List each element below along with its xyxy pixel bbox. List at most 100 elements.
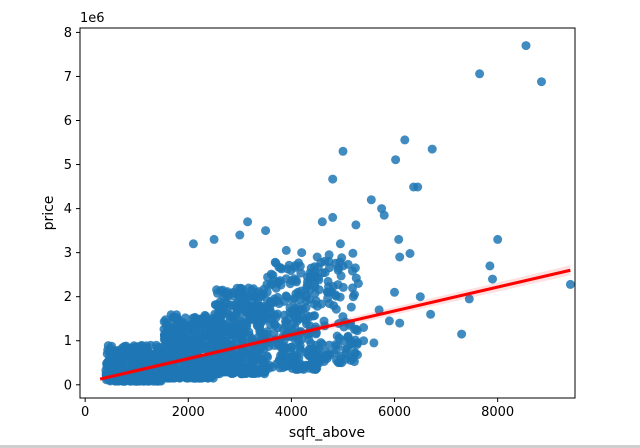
scatter-point — [292, 312, 301, 322]
scatter-point — [308, 364, 318, 374]
scatter-point — [305, 271, 315, 281]
scatter-point — [328, 212, 338, 222]
scatter-point — [324, 257, 334, 266]
scatter-point — [151, 355, 160, 364]
scatter-point — [146, 368, 156, 377]
scatter-point — [413, 182, 423, 192]
axes-frame — [79, 27, 576, 399]
scatter-point — [213, 309, 223, 319]
scatter-point — [537, 77, 546, 87]
scatter-point — [269, 276, 279, 285]
scatter-point — [244, 283, 254, 293]
scatter-point — [323, 276, 333, 286]
scatter-point — [324, 340, 334, 350]
scatter-point — [254, 287, 264, 297]
x-tick-label: 6000 — [378, 405, 411, 420]
scatter-point — [244, 330, 254, 340]
scatter-point — [199, 329, 208, 339]
scatter-point — [297, 248, 307, 258]
scatter-point — [400, 135, 410, 145]
scatter-point — [348, 292, 358, 302]
scatter-point — [366, 195, 376, 205]
scatter-point — [323, 293, 333, 303]
scatter-point — [348, 248, 358, 258]
scatter-point — [182, 346, 192, 356]
scatter-point — [475, 69, 485, 79]
scatter-point — [191, 373, 201, 383]
scatter-point — [318, 268, 327, 278]
scatter-point — [243, 217, 253, 227]
scatter-point — [222, 287, 232, 297]
scatter-point — [338, 146, 348, 156]
scatter-point — [104, 347, 114, 357]
scatter-point — [116, 349, 126, 359]
scatter-point — [233, 366, 243, 376]
scatter-point — [312, 301, 322, 311]
scatter-point — [335, 239, 345, 249]
scatter-point — [213, 319, 223, 329]
y-axis: 0 1 2 3 4 5 6 7 8 — [64, 26, 80, 393]
scatter-point — [343, 331, 353, 341]
scatter-point — [296, 286, 306, 296]
scatter-point — [252, 345, 261, 355]
scatter-point — [262, 327, 272, 337]
scatter-point — [215, 340, 225, 350]
scatter-point — [464, 294, 474, 304]
scatter-point — [181, 365, 191, 375]
scatter-point — [209, 234, 219, 244]
scatter-point — [264, 363, 274, 373]
scatter-point — [270, 257, 280, 267]
scatter-point — [167, 371, 177, 381]
scatter-point — [164, 344, 174, 354]
scatter-point — [374, 305, 384, 315]
scatter-point — [235, 287, 245, 297]
scatter-point — [359, 336, 369, 346]
scatter-point — [394, 234, 404, 244]
scatter-point — [290, 353, 300, 363]
scatter-point — [272, 359, 282, 369]
scatter-point — [369, 338, 379, 348]
window-bottom-edge — [0, 445, 640, 448]
scatter-point — [216, 366, 226, 376]
x-tick-label: 4000 — [275, 405, 308, 420]
scatter-point — [415, 292, 425, 302]
scatter-point — [200, 341, 210, 351]
scatter-point — [269, 328, 279, 338]
scatter-point — [336, 271, 346, 281]
scatter-point — [262, 287, 272, 297]
scatter-point — [314, 285, 324, 295]
scatter-point — [279, 341, 289, 351]
scatter-point — [405, 249, 415, 258]
scatter-point — [301, 315, 311, 325]
x-tick-label: 8000 — [481, 405, 514, 420]
scatter-point — [227, 357, 237, 367]
scatter-point — [139, 376, 149, 386]
scatter-point — [395, 252, 405, 262]
scatter-point — [248, 353, 258, 363]
scatter-point — [247, 364, 257, 374]
y-tick-label: 0 — [64, 378, 72, 393]
scatter-point — [287, 363, 297, 373]
x-tick-label: 2000 — [172, 405, 205, 420]
scatter-point — [359, 323, 369, 332]
scatter-point — [287, 325, 297, 335]
scatter-point — [118, 361, 127, 371]
scatter-point — [270, 310, 280, 320]
scatter-point — [348, 266, 357, 276]
scatter-point — [426, 309, 436, 319]
scatter-point — [182, 325, 192, 335]
scatter-point — [287, 305, 297, 315]
scatter-point — [294, 258, 304, 268]
scatter-point — [263, 352, 272, 362]
scatter-point — [127, 361, 137, 371]
scatter-point — [220, 320, 230, 330]
scatter-point — [333, 280, 343, 290]
scatter-point — [175, 373, 185, 383]
scatter-point — [334, 333, 344, 343]
scatter-point — [333, 340, 343, 350]
y-tick-label: 3 — [64, 246, 72, 261]
scatter-point — [283, 353, 293, 362]
y-tick-label: 5 — [64, 158, 72, 173]
scatter-point — [304, 344, 314, 354]
